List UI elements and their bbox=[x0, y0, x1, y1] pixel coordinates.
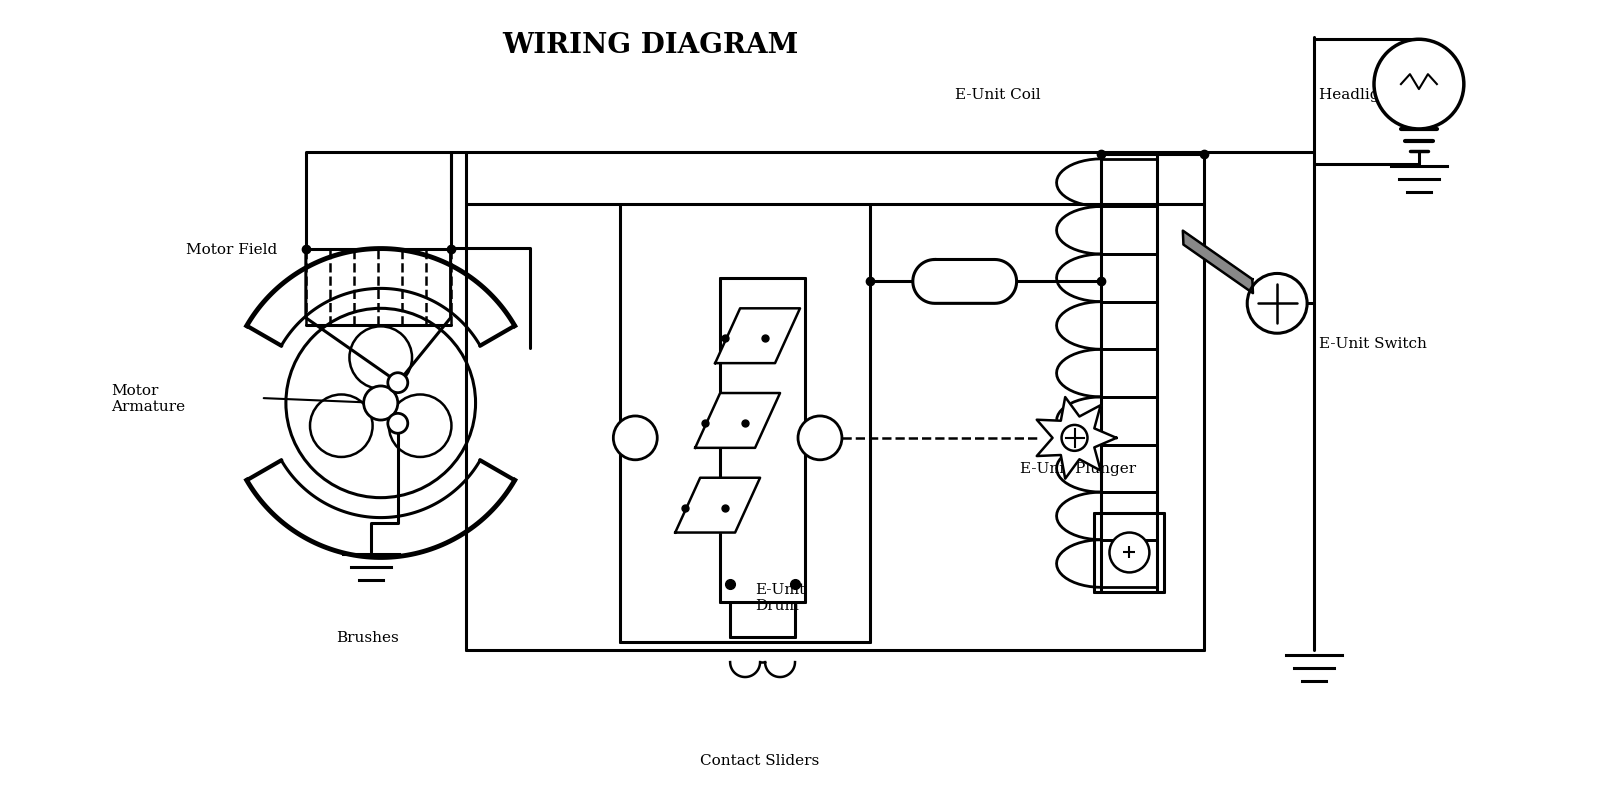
Text: E-Unit
Drum: E-Unit Drum bbox=[755, 582, 805, 613]
Circle shape bbox=[1109, 533, 1149, 573]
Circle shape bbox=[1061, 426, 1088, 451]
Polygon shape bbox=[675, 478, 760, 533]
Text: Headlight Lamp: Headlight Lamp bbox=[1318, 88, 1443, 102]
Polygon shape bbox=[914, 260, 1016, 304]
Circle shape bbox=[363, 386, 398, 421]
Polygon shape bbox=[694, 393, 781, 448]
Text: Contact Sliders: Contact Sliders bbox=[701, 753, 819, 767]
Circle shape bbox=[798, 417, 842, 460]
Circle shape bbox=[1248, 274, 1307, 334]
Circle shape bbox=[387, 373, 408, 393]
Polygon shape bbox=[1182, 231, 1253, 294]
Text: E-Unit Switch: E-Unit Switch bbox=[1318, 336, 1427, 351]
Text: Brushes: Brushes bbox=[336, 630, 398, 644]
Polygon shape bbox=[715, 309, 800, 364]
Text: Motor Field: Motor Field bbox=[186, 243, 277, 256]
Text: E-Unit Coil: E-Unit Coil bbox=[955, 88, 1040, 102]
Polygon shape bbox=[1037, 397, 1117, 479]
Circle shape bbox=[1374, 40, 1464, 130]
Text: E-Unit Plunger: E-Unit Plunger bbox=[1019, 461, 1136, 475]
Text: WIRING DIAGRAM: WIRING DIAGRAM bbox=[502, 31, 798, 59]
Text: Motor
Armature: Motor Armature bbox=[110, 384, 186, 414]
Circle shape bbox=[613, 417, 658, 460]
Circle shape bbox=[387, 414, 408, 434]
